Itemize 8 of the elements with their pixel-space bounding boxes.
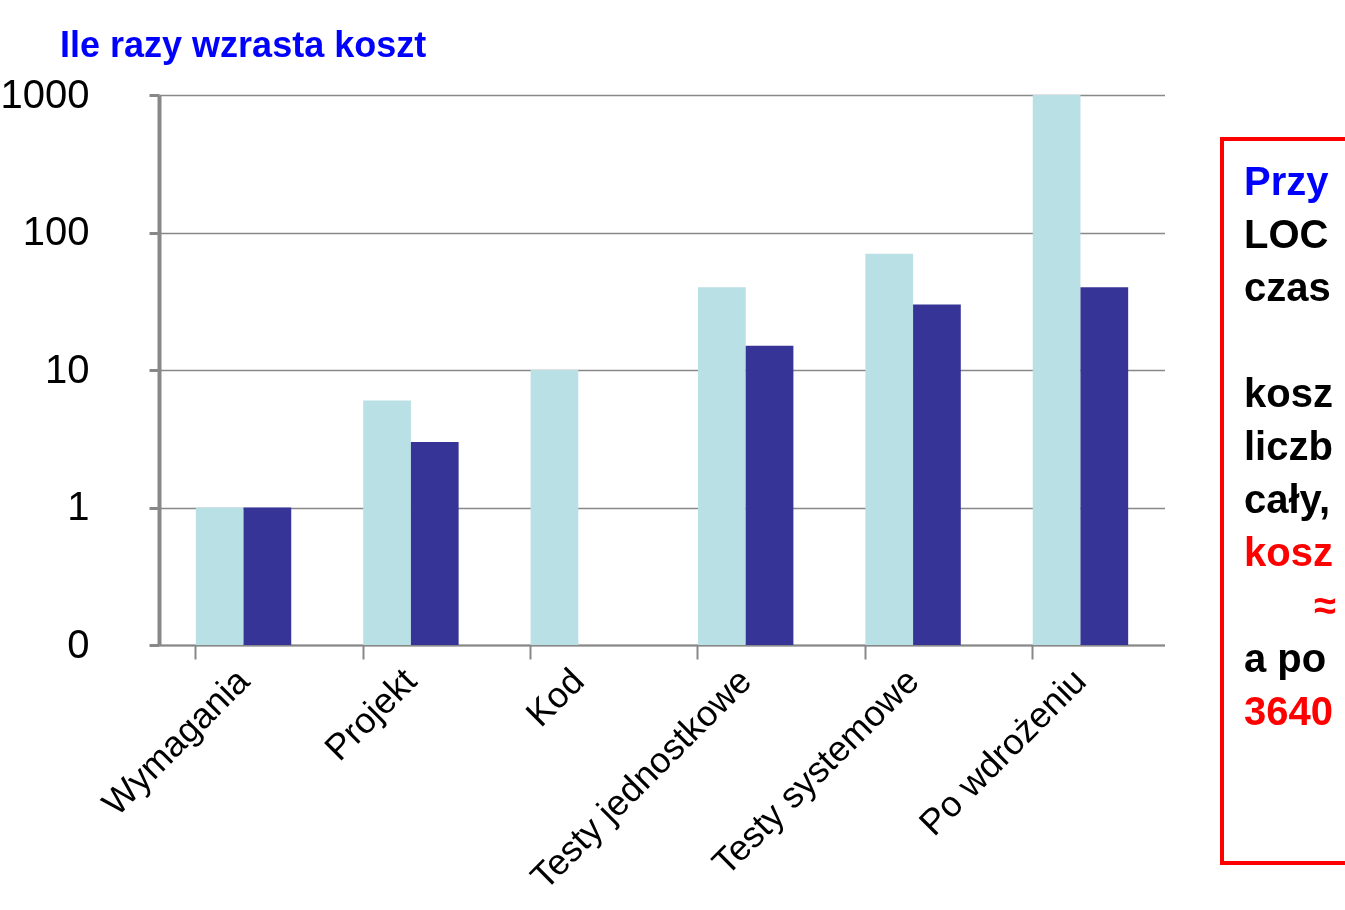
chart-title: Ile razy wzrasta koszt [60, 24, 427, 65]
text-box: Przy LOC czas kosz liczb cały, kosz ≈ a po 3640 [1220, 137, 1345, 865]
y-tick-label: 1 [67, 484, 90, 528]
y-tick-label: 100 [22, 209, 90, 253]
y-tick-label: 0 [67, 621, 90, 666]
y-tick-label: 10 [45, 346, 90, 391]
y-tick-label: 1000 [0, 71, 90, 116]
x-tick-label: Kod [517, 659, 592, 735]
